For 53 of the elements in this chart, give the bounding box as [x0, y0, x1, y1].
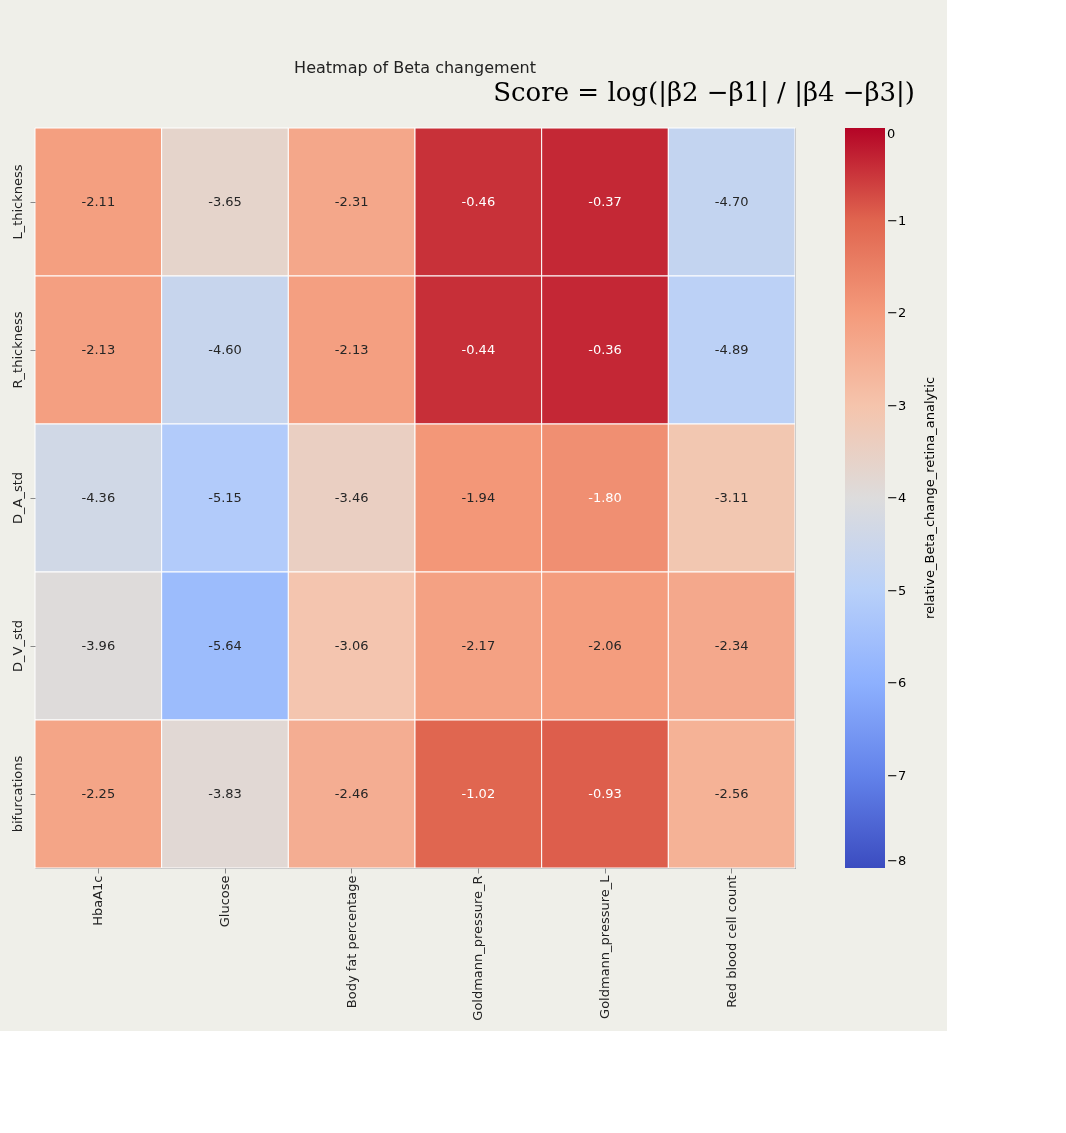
color-bar-label: 0	[887, 126, 896, 141]
data-label: -2.34	[714, 638, 749, 653]
x-tick-label: Red blood cell count	[723, 875, 739, 1008]
data-label: -4.60	[208, 342, 242, 357]
data-label: -3.46	[334, 490, 369, 505]
color-bar-label: −8	[887, 853, 907, 868]
data-label: -2.25	[81, 786, 116, 801]
data-label: -2.13	[81, 342, 116, 357]
data-label: -4.36	[81, 490, 116, 505]
color-bar-label: −5	[887, 582, 907, 598]
data-label: -0.37	[588, 194, 622, 209]
data-label: -2.11	[81, 194, 116, 209]
y-tick-label: L_thickness	[9, 164, 25, 240]
data-label: -4.89	[714, 342, 749, 357]
color-bar-title: relative_Beta_change_retina_analytic	[922, 376, 937, 620]
x-tick-label: Glucose	[217, 875, 232, 928]
data-label: -1.02	[461, 786, 496, 801]
color-bar-label: −1	[887, 212, 907, 228]
data-label: -2.13	[334, 342, 369, 357]
data-label: -2.06	[588, 638, 622, 653]
color-bar-label: −2	[887, 305, 907, 320]
data-label: -2.56	[714, 786, 749, 801]
color-bar-label: −7	[887, 767, 907, 783]
data-label: -1.80	[588, 490, 622, 505]
data-label: -3.11	[714, 490, 749, 505]
data-label: -5.64	[208, 638, 242, 653]
data-label: -4.70	[714, 194, 749, 209]
text: Score = log(|β2 −β1| / |β4 −β3|)	[493, 77, 915, 107]
data-label: -2.46	[334, 786, 369, 801]
data-label: -0.93	[588, 786, 622, 801]
data-label: -2.17	[461, 638, 496, 653]
chart-title: Heatmap of Beta changement	[294, 58, 536, 77]
y-tick-label: R_thickness	[9, 311, 25, 389]
x-tick-label: Goldmann_pressure_L	[597, 874, 612, 1019]
y-tick-label: bifurcations	[9, 755, 25, 833]
data-label: -3.96	[81, 638, 116, 653]
y-tick-label: D_A_std	[9, 471, 25, 525]
data-label: -5.15	[208, 490, 242, 505]
data-label: -1.94	[461, 490, 496, 505]
data-label: -3.06	[334, 638, 369, 653]
x-tick-label: HbaA1c	[90, 875, 106, 926]
data-label: -0.44	[461, 342, 496, 357]
color-bar-label: −6	[887, 675, 907, 690]
data-label: -3.83	[208, 786, 242, 801]
data-label: -0.36	[588, 342, 622, 357]
data-label: -0.46	[461, 194, 496, 209]
data-label: -3.65	[208, 194, 242, 209]
color-bar-label: −3	[887, 397, 907, 413]
data-label: -2.31	[334, 194, 369, 209]
x-tick-label: Goldmann_pressure_R	[470, 875, 486, 1021]
color-bar-label: −4	[887, 490, 907, 505]
y-tick-label: D_V_std	[9, 619, 25, 673]
x-tick-label: Body fat percentage	[343, 875, 359, 1009]
